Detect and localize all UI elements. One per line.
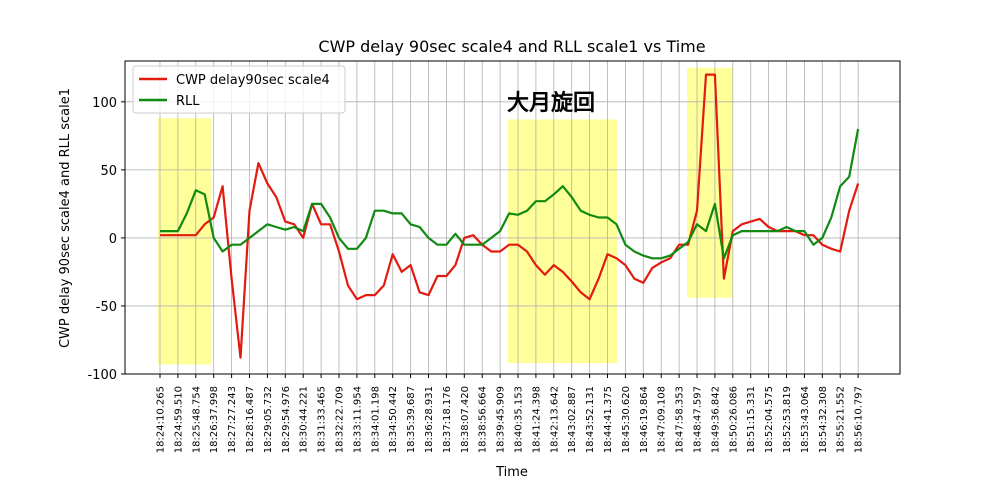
y-tick-label: 50 (100, 164, 117, 179)
x-tick-label: 18:33:11.954 (352, 386, 363, 453)
x-tick-label: 18:53:43.064 (800, 386, 811, 453)
highlight-region (158, 118, 212, 365)
x-tick-label: 18:43:02.887 (567, 386, 578, 453)
x-tick-label: 18:35:39.687 (406, 386, 417, 453)
x-tick-label: 18:26:37.998 (209, 386, 220, 453)
x-tick-label: 18:55:21.552 (836, 386, 847, 453)
chart-title: CWP delay 90sec scale4 and RLL scale1 vs… (318, 37, 705, 56)
x-tick-label: 18:56:10.797 (854, 386, 865, 453)
x-tick-label: 18:46:19.864 (639, 386, 650, 453)
plot-frame (124, 60, 901, 375)
x-axis-label: Time (495, 465, 528, 480)
x-tick-label: 18:24:59.510 (173, 386, 184, 453)
x-tick-label: 18:54:32.308 (818, 386, 829, 453)
x-tick-label: 18:40:35.153 (514, 386, 525, 453)
x-tick-label: 18:52:53.819 (782, 386, 793, 453)
x-tick-label: 18:49:36.842 (710, 386, 721, 453)
x-tick-label: 18:32:22.709 (335, 386, 346, 453)
series-line (160, 73, 860, 359)
y-tick-label: 100 (92, 96, 117, 111)
x-tick-label: 18:47:58.353 (675, 386, 686, 453)
highlight-region (507, 119, 618, 364)
x-tick-label: 18:27:27.243 (227, 386, 238, 453)
y-tick-label: -50 (96, 300, 117, 315)
x-tick-label: 18:25:48.754 (191, 386, 202, 453)
x-tick-label: 18:41:24.398 (531, 386, 542, 453)
x-tick-label: 18:42:13.642 (549, 386, 560, 453)
x-tick-label: 18:52:04.575 (764, 386, 775, 453)
x-tick-label: 18:51:15.331 (746, 386, 757, 453)
series-line (160, 128, 860, 260)
x-tick-label: 18:50:26.086 (728, 386, 739, 453)
x-tick-label: 18:38:56.664 (478, 386, 489, 453)
x-tick-label: 18:34:01.198 (370, 386, 381, 453)
x-tick-label: 18:29:54.976 (281, 386, 292, 453)
x-tick-label: 18:45:30.620 (621, 386, 632, 453)
x-tick-label: 18:30:44.221 (299, 386, 310, 453)
x-tick-label: 18:48:47.597 (693, 386, 704, 453)
y-tick-label: 0 (109, 232, 117, 247)
legend-box (132, 65, 346, 114)
x-tick-label: 18:34:50.442 (388, 386, 399, 453)
x-tick-label: 18:38:07.420 (460, 386, 471, 453)
highlight-region (687, 67, 734, 298)
annotation: 大月旋回 (507, 90, 595, 116)
x-tick-label: 18:47:09.108 (657, 386, 668, 453)
legend-label: RLL (176, 94, 200, 109)
x-tick-label: 18:44:41.375 (603, 386, 614, 453)
x-tick-label: 18:28:16.487 (245, 386, 256, 453)
x-tick-label: 18:36:28.931 (424, 386, 435, 453)
legend-label: CWP delay90sec scale4 (176, 73, 330, 88)
x-tick-label: 18:39:45.909 (496, 386, 507, 453)
x-tick-label: 18:37:18.176 (442, 386, 453, 453)
x-tick-label: 18:31:33.465 (317, 386, 328, 453)
y-axis-label: CWP delay 90sec scale4 and RLL scale1 (58, 88, 73, 348)
y-tick-label: -100 (87, 368, 117, 383)
x-tick-label: 18:24:10.265 (155, 386, 166, 453)
x-tick-label: 18:43:52.131 (585, 386, 596, 453)
x-tick-label: 18:29:05.732 (263, 386, 274, 453)
